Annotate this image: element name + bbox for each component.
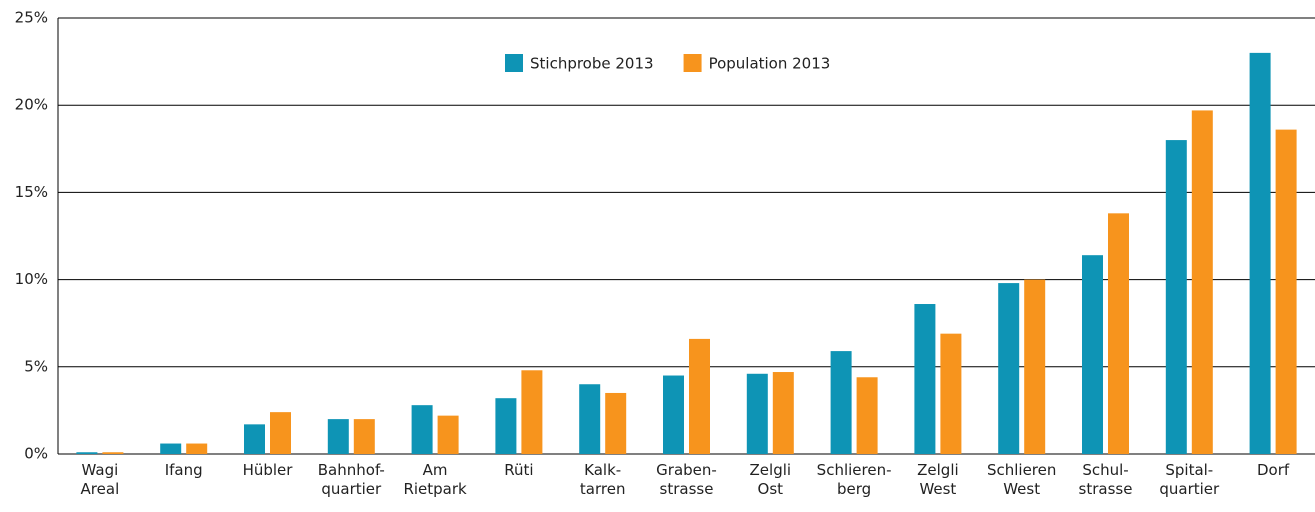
bar	[327, 419, 349, 454]
bar	[353, 419, 375, 454]
bar	[940, 333, 962, 454]
y-tick-label: 0%	[24, 445, 48, 463]
x-tick-label: Schlieren West	[986, 461, 1057, 498]
y-tick-label: 5%	[24, 357, 48, 375]
x-tick-label: Wagi Areal	[80, 461, 120, 498]
x-tick-label: Spital- quartier	[1159, 461, 1220, 498]
bar	[411, 405, 433, 454]
x-tick-label: Kalk- tarren	[579, 461, 626, 498]
x-tick-label: Schlieren- berg	[816, 461, 892, 498]
x-tick-label: Zelgli West	[917, 461, 959, 498]
bar	[1082, 255, 1103, 454]
y-tick-label: 20%	[15, 96, 48, 114]
bar	[1165, 140, 1187, 454]
y-tick-label: 15%	[15, 183, 48, 201]
bar	[772, 372, 794, 454]
bar	[579, 384, 601, 454]
x-tick-label: Am Rietpark	[403, 461, 467, 498]
legend-label: Stichprobe 2013	[530, 55, 654, 73]
bar	[102, 452, 124, 454]
bar	[186, 443, 208, 454]
bar	[160, 443, 182, 454]
bar	[914, 304, 936, 454]
bar	[663, 375, 684, 454]
bar	[270, 412, 291, 454]
x-tick-label: Bahnhof- quartier	[317, 461, 385, 498]
x-tick-label: Rüti	[504, 461, 534, 479]
bar	[1191, 110, 1213, 454]
bar	[1024, 279, 1046, 454]
bar	[1249, 52, 1271, 454]
bar	[746, 373, 768, 454]
legend-swatch	[683, 54, 702, 72]
bar	[521, 370, 543, 454]
legend-swatch	[505, 54, 523, 72]
bar	[1275, 129, 1297, 454]
x-tick-label: Schul- strasse	[1078, 461, 1133, 498]
bar	[76, 452, 98, 454]
x-tick-label: Hübler	[242, 461, 293, 479]
y-tick-label: 25%	[15, 9, 48, 27]
bar	[689, 338, 710, 454]
x-tick-label: Zelgli Ost	[749, 461, 792, 498]
x-tick-label: Ifang	[164, 461, 203, 479]
x-tick-label: Graben- strasse	[656, 461, 717, 498]
bar	[244, 424, 265, 454]
bar	[830, 351, 852, 454]
bar	[1108, 213, 1129, 454]
bar	[605, 392, 627, 454]
legend-label: Population 2013	[709, 55, 831, 73]
bar	[998, 283, 1020, 454]
bar	[495, 398, 517, 454]
bar	[856, 377, 878, 454]
bar	[437, 415, 459, 454]
x-tick-label: Dorf	[1257, 461, 1290, 479]
y-tick-label: 10%	[15, 270, 48, 288]
